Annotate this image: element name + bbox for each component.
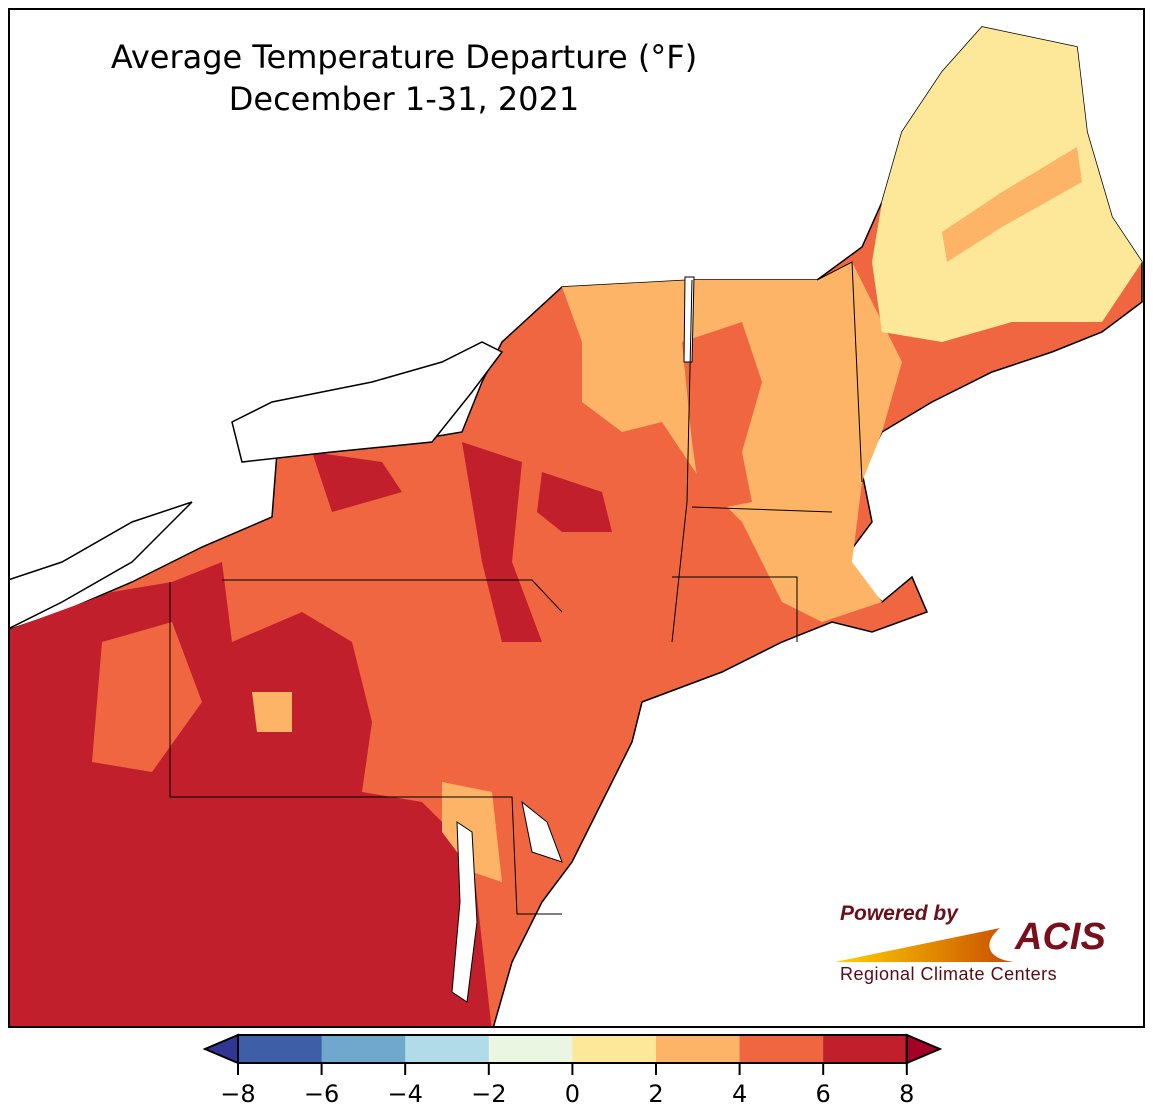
colorbar-tick-label: 6 <box>815 1080 831 1108</box>
map-subtitle: December 1-31, 2021 <box>228 80 580 118</box>
region-6-8-ny-2 <box>537 472 612 532</box>
delaware-bay <box>521 800 563 863</box>
colorbar-tick-label: 0 <box>564 1080 581 1108</box>
lake-erie <box>10 501 193 629</box>
powered-by-text: Powered by <box>840 902 958 925</box>
colorbar-tick-label: −2 <box>471 1080 507 1108</box>
colorbar-segment <box>405 1035 490 1063</box>
colorbar-tick-label: −8 <box>220 1080 256 1108</box>
colorbar-segment <box>656 1035 741 1063</box>
region-4-6-vermont <box>682 322 762 512</box>
temperature-departure-map <box>10 26 1143 1026</box>
colorbar <box>202 1033 943 1075</box>
state-borders <box>169 261 863 915</box>
acis-logo: Powered by ACIS Regional Climate Centers <box>830 900 1120 995</box>
lake-ontario <box>231 341 504 463</box>
region-2-4-pa-patch <box>252 692 292 732</box>
acis-swoosh-icon <box>835 928 1015 962</box>
region-2-4-maine-band <box>942 147 1082 262</box>
region-6-8-ny-1 <box>462 442 542 642</box>
colorbar-under-arrow <box>202 1033 239 1065</box>
colorbar-segment <box>321 1035 406 1063</box>
colorbar-segment <box>572 1035 657 1063</box>
region-6-8-ny-3 <box>312 452 402 512</box>
colorbar-over-arrow <box>905 1033 943 1065</box>
colorbar-tick-label: 8 <box>899 1080 915 1108</box>
acis-brand-text: ACIS <box>1015 916 1106 958</box>
colorbar-tick-label: 4 <box>731 1080 748 1108</box>
colorbar-segment <box>238 1035 323 1063</box>
colorbar-tick-label: 2 <box>648 1080 664 1108</box>
colorbar-segment <box>739 1035 824 1063</box>
region-0-2-maine <box>872 27 1142 342</box>
chesapeake-bay <box>451 821 478 1003</box>
colorbar-tick-label: −6 <box>303 1080 340 1108</box>
lake-champlain <box>683 276 695 363</box>
rcc-text: Regional Climate Centers <box>840 964 1058 984</box>
colorbar-segment <box>488 1035 573 1063</box>
map-title: Average Temperature Departure (°F) <box>110 38 698 76</box>
region-4-6-pa-patch <box>92 622 202 772</box>
colorbar-tick-label: −4 <box>387 1080 423 1108</box>
map-frame <box>8 8 1145 1028</box>
colorbar-segment <box>823 1035 908 1063</box>
